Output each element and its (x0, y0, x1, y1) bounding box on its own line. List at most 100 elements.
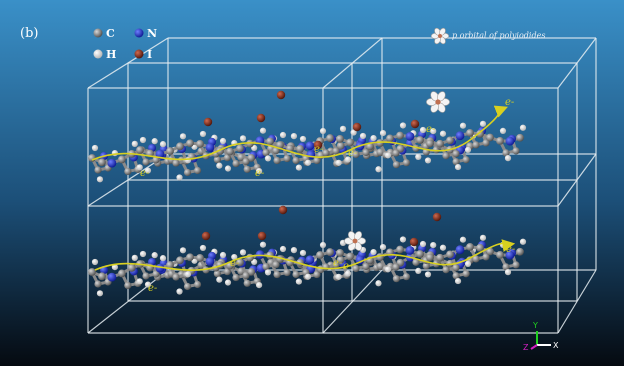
hydrogen-atom (296, 278, 302, 284)
hydrogen-atom (132, 255, 138, 261)
carbon-atom (472, 141, 479, 148)
nitrogen-atom (406, 246, 415, 255)
hydrogen-atom (500, 128, 506, 134)
hydrogen-atom (132, 141, 138, 147)
carbon-atom (232, 160, 239, 167)
x-axis-label: X (553, 341, 559, 350)
carbon-atom (393, 275, 400, 282)
nitrogen-atom (206, 143, 215, 152)
hydrogen-atom (425, 157, 431, 163)
carbon-atom (184, 283, 191, 290)
carbon-atom (516, 134, 524, 142)
electron-label: e- (348, 148, 358, 159)
hydrogen-atom (256, 282, 262, 288)
carbon-atom (296, 145, 304, 153)
legend-label-c: C (106, 27, 115, 40)
carbon-atom (118, 270, 126, 278)
hydrogen-atom (260, 242, 266, 248)
iodine-atom (257, 114, 265, 122)
legend-label-n: N (147, 27, 157, 40)
hydrogen-atom (97, 290, 103, 296)
hydrogen-atom (225, 279, 231, 285)
iodine-atom (411, 120, 419, 128)
carbon-atom (196, 140, 204, 148)
nitrogen-atom (206, 257, 215, 266)
carbon-atom (322, 149, 329, 156)
nitrogen-atom (456, 131, 465, 140)
carbon-atom (332, 147, 339, 154)
carbon-atom (226, 148, 234, 156)
carbon-atom (466, 129, 474, 137)
hydrogen-atom (385, 152, 391, 158)
hydrogen-atom (320, 128, 326, 134)
hydrogen-atom (92, 145, 98, 151)
carbon-atom (292, 271, 299, 278)
hydrogen-atom (415, 154, 421, 160)
hydrogen-atom (291, 247, 297, 253)
hydrogen-atom (160, 141, 166, 147)
hydrogen-atom (375, 166, 381, 172)
carbon-atom (244, 280, 251, 287)
carbon-atom (463, 156, 470, 163)
hydrogen-atom (520, 125, 526, 131)
hydrogen-atom (216, 277, 222, 283)
carbon-atom (416, 250, 424, 258)
iodine-atom (410, 238, 418, 246)
hydrogen-atom (380, 130, 386, 136)
carbon-atom (452, 264, 459, 271)
hydrogen-atom (300, 136, 306, 142)
hydrogen-atom (220, 252, 226, 258)
carbon-atom (446, 251, 454, 259)
hydrogen-atom (465, 261, 471, 267)
y-axis-label: Y (532, 321, 538, 330)
electron-label: e- (148, 283, 158, 294)
carbon-atom (292, 157, 299, 164)
hydrogen-atom (140, 137, 146, 143)
iodine-atom (204, 118, 212, 126)
carbon-atom (266, 138, 274, 146)
hydrogen-atom (291, 133, 297, 139)
hydrogen-atom (400, 122, 406, 128)
hydrogen-atom (480, 235, 486, 241)
carbon-atom (142, 272, 149, 279)
hydrogen-atom (260, 128, 266, 134)
iodine-atom (258, 232, 266, 240)
carbon-atom (396, 246, 404, 254)
carbon-atom (392, 263, 399, 270)
carbon-atom (194, 167, 201, 174)
nitrogen-atom (107, 159, 116, 168)
hydrogen-atom (240, 249, 246, 255)
orbital-legend-label: p orbital of polyiodides (452, 31, 545, 40)
hydrogen-atom (520, 239, 526, 245)
carbon-atom (426, 140, 434, 148)
carbon-atom (94, 166, 101, 173)
carbon-atom (283, 155, 290, 162)
hydrogen-atom (480, 121, 486, 127)
hydrogen-atom (336, 160, 342, 166)
carbon-atom (136, 146, 144, 154)
nitrogen-atom (107, 273, 116, 282)
hydrogen-atom (97, 176, 103, 182)
iodine-atom (433, 213, 441, 221)
nitrogen-atom (406, 132, 415, 141)
hydrogen-atom (415, 268, 421, 274)
electron-label: e- (140, 168, 150, 179)
hydrogen-atom (430, 242, 436, 248)
hydrogen-atom (185, 271, 191, 277)
carbon-atom (94, 280, 101, 287)
hydrogen-atom (200, 131, 206, 137)
hydrogen-atom (400, 236, 406, 242)
hydrogen-atom (176, 288, 182, 294)
hydrogen-atom (305, 274, 311, 280)
carbon-atom (242, 272, 249, 279)
hydrogen-atom (180, 133, 186, 139)
hydrogen-atom (216, 163, 222, 169)
hydrogen-atom (225, 165, 231, 171)
carbon-atom (362, 149, 369, 156)
carbon-atom (466, 243, 474, 251)
carbon-atom (346, 253, 354, 261)
carbon-atom (232, 274, 239, 281)
electron-label: e- (314, 144, 324, 155)
